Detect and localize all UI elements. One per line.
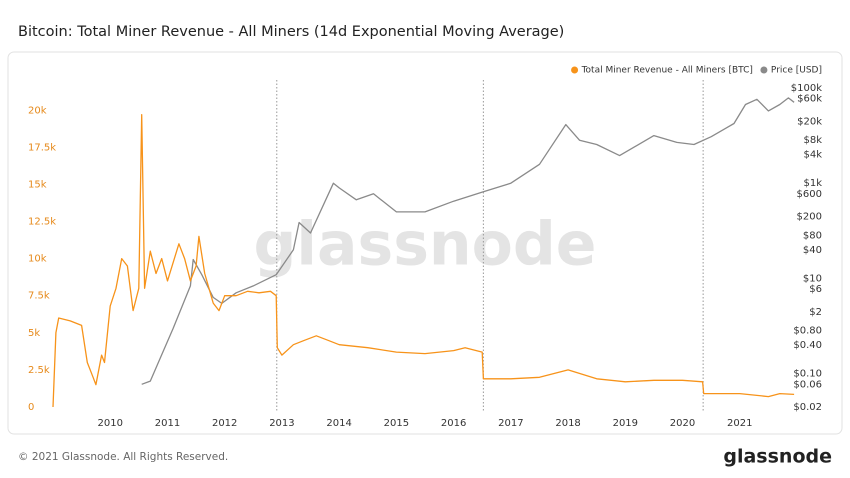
x-tick-label: 2017 bbox=[498, 418, 523, 429]
x-tick-label: 2013 bbox=[269, 418, 294, 429]
y-tick-label: 2.5k bbox=[28, 365, 50, 376]
y2-tick-label: $4k bbox=[803, 150, 822, 161]
y2-tick-label: $1k bbox=[803, 178, 822, 189]
y2-tick-label: $200 bbox=[797, 212, 822, 223]
x-tick-label: 2011 bbox=[155, 418, 180, 429]
y2-tick-label: $0.06 bbox=[793, 379, 822, 390]
y-tick-label: 17.5k bbox=[28, 142, 56, 153]
footer: © 2021 Glassnode. All Rights Reserved. bbox=[18, 451, 228, 463]
y2-tick-label: $0.02 bbox=[793, 402, 822, 413]
y2-tick-label: $40 bbox=[803, 245, 822, 256]
y2-tick-label: $20k bbox=[797, 116, 822, 127]
x-tick-label: 2012 bbox=[212, 418, 237, 429]
series-line bbox=[141, 97, 795, 385]
y2-tick-label: $10 bbox=[803, 273, 822, 284]
y-tick-label: 5k bbox=[28, 328, 40, 339]
x-tick-label: 2010 bbox=[98, 418, 123, 429]
y2-tick-label: $80 bbox=[803, 230, 822, 241]
x-tick-label: 2020 bbox=[670, 418, 695, 429]
y2-tick-label: $0.40 bbox=[793, 340, 822, 351]
y-tick-label: 7.5k bbox=[28, 291, 50, 302]
x-tick-label: 2016 bbox=[441, 418, 466, 429]
x-tick-label: 2019 bbox=[613, 418, 638, 429]
y-tick-label: 12.5k bbox=[28, 217, 56, 228]
y-tick-label: 10k bbox=[28, 254, 47, 265]
x-tick-label: 2018 bbox=[555, 418, 580, 429]
x-tick-label: 2014 bbox=[326, 418, 351, 429]
x-tick-label: 2015 bbox=[384, 418, 409, 429]
y2-tick-label: $60k bbox=[797, 94, 822, 105]
y2-tick-label: $0.80 bbox=[793, 326, 822, 337]
y2-tick-label: $8k bbox=[803, 135, 822, 146]
y-tick-label: 15k bbox=[28, 179, 47, 190]
y2-tick-label: $2 bbox=[809, 307, 822, 318]
y-tick-label: 20k bbox=[28, 105, 47, 116]
plot-frame bbox=[7, 51, 843, 435]
logo: glassnode bbox=[723, 446, 832, 468]
chart-title: Bitcoin: Total Miner Revenue - All Miner… bbox=[18, 24, 564, 40]
x-tick-label: 2021 bbox=[727, 418, 752, 429]
y2-tick-label: $0.10 bbox=[793, 369, 822, 380]
series-line bbox=[52, 114, 795, 408]
legend-marker bbox=[760, 66, 768, 74]
y-tick-label: 0 bbox=[28, 402, 34, 413]
legend-label: Price [USD] bbox=[771, 66, 822, 76]
watermark: glassnode bbox=[253, 210, 596, 280]
legend-label: Total Miner Revenue - All Miners [BTC] bbox=[581, 66, 753, 76]
y2-tick-label: $100k bbox=[791, 83, 822, 94]
y2-tick-label: $600 bbox=[797, 189, 822, 200]
legend-marker bbox=[571, 66, 579, 74]
y2-tick-label: $6 bbox=[809, 284, 822, 295]
